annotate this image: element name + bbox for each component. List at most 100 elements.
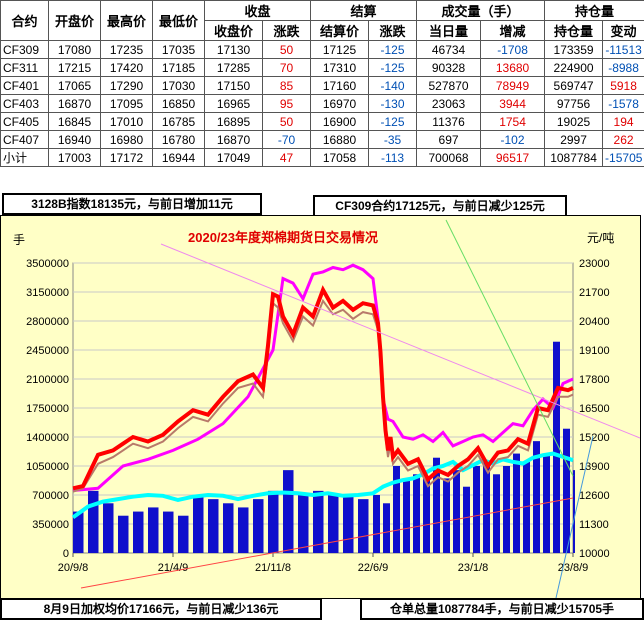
table-cell: 85 [263,77,311,95]
header-row-top: 合约 开盘价 最高价 最低价 收盘 结算 成交量（手） 持仓量 [1,1,644,21]
volume-bar [133,512,144,553]
header-volume-group: 成交量（手） [417,1,545,21]
y-left-tick-label: 2800000 [26,316,69,328]
header-oi-group: 持仓量 [545,1,644,21]
table-cell: 17125 [311,41,369,59]
table-cell: 5918 [603,77,644,95]
cf309-note: CF309合约17125元，与前日减少125元 [313,195,567,217]
table-cell: 11376 [417,113,481,131]
volume-bar [178,516,189,553]
y-right-axis-label: 元/吨 [587,231,614,245]
table-cell: 17160 [311,77,369,95]
volume-bar [328,495,339,553]
y-right-tick-label: 11300 [579,519,609,531]
x-tick-label: 22/6/9 [358,562,389,574]
table-cell: CF407 [1,131,49,149]
table-cell: 16895 [205,113,263,131]
header-close-chg: 涨跌 [263,21,311,41]
table-cell: 50 [263,41,311,59]
header-oi: 持仓量 [545,21,603,41]
table-cell: 569747 [545,77,603,95]
volume-bar [208,499,219,553]
price-high-line [73,265,573,490]
y-left-tick-label: 0 [63,548,69,560]
table-cell: 16940 [49,131,101,149]
index-note: 3128B指数18135元，与前日增加11元 [2,193,262,215]
table-cell: 16850 [153,95,205,113]
volume-bar [493,474,500,553]
table-cell: 17290 [101,77,153,95]
y-right-tick-label: 23000 [579,258,610,270]
y-left-tick-label: 1750000 [26,403,69,415]
table-cell: 17215 [49,59,101,77]
table-cell: 17185 [153,59,205,77]
table-cell: -11513 [603,41,644,59]
quote-table: 合约 开盘价 最高价 最低价 收盘 结算 成交量（手） 持仓量 收盘价 涨跌 结… [0,0,644,167]
table-cell: 17003 [49,149,101,167]
header-close: 收盘价 [205,21,263,41]
volume-bar [193,495,204,553]
table-cell: 17420 [101,59,153,77]
table-cell: -102 [481,131,545,149]
table-cell: 17058 [311,149,369,167]
table-cell: 16970 [311,95,369,113]
header-settle-group: 结算 [311,1,417,21]
y-right-tick-label: 17800 [579,374,610,386]
header-open: 开盘价 [49,1,101,41]
trend-line [161,244,640,438]
header-settle-chg: 涨跌 [369,21,417,41]
table-cell: -125 [369,41,417,59]
volume-bar [463,487,470,553]
volume-bar [283,470,294,553]
header-contract: 合约 [1,1,49,41]
table-cell: -70 [263,131,311,149]
y-right-tick-label: 15200 [579,432,610,444]
volume-bar [88,491,99,553]
table-cell: 2997 [545,131,603,149]
table-cell: 194 [603,113,644,131]
x-tick-label: 23/1/8 [458,562,489,574]
volume-bar [358,499,369,553]
table-cell: 17080 [49,41,101,59]
volume-bar [473,466,480,553]
table-cell: 16870 [205,131,263,149]
volume-bar [413,474,420,553]
table-cell: 173359 [545,41,603,59]
table-cell: -35 [369,131,417,149]
table-cell: -1578 [603,95,644,113]
table-cell: -125 [369,59,417,77]
y-left-tick-label: 1050000 [26,461,69,473]
volume-bar [443,478,450,553]
table-cell: 17030 [153,77,205,95]
volume-bar [563,429,570,553]
x-tick-label: 21/4/9 [158,562,189,574]
table-cell: 17310 [311,59,369,77]
table-cell: 527870 [417,77,481,95]
table-cell: 70 [263,59,311,77]
table-cell: -140 [369,77,417,95]
table-cell: 16845 [49,113,101,131]
volume-bar [373,495,380,553]
volume-bar [403,478,410,553]
y-left-axis-label: 手 [13,233,25,247]
table-cell: -113 [369,149,417,167]
table-cell: 16785 [153,113,205,131]
table-cell: 97756 [545,95,603,113]
y-right-tick-label: 13900 [579,461,610,473]
table-cell: -125 [369,113,417,131]
chart-svg: 0350000700000105000014000001750000210000… [1,216,640,598]
volume-bar [238,507,249,553]
table-cell: 3944 [481,95,545,113]
chart-title: 2020/23年度郑棉期货日交易情况 [188,230,378,245]
y-right-tick-label: 19100 [579,345,610,357]
table-cell: 16965 [205,95,263,113]
table-cell: 小计 [1,149,49,167]
table-cell: 262 [603,131,644,149]
table-cell: -130 [369,95,417,113]
x-tick-label: 21/11/8 [255,562,291,574]
table-cell: 16944 [153,149,205,167]
